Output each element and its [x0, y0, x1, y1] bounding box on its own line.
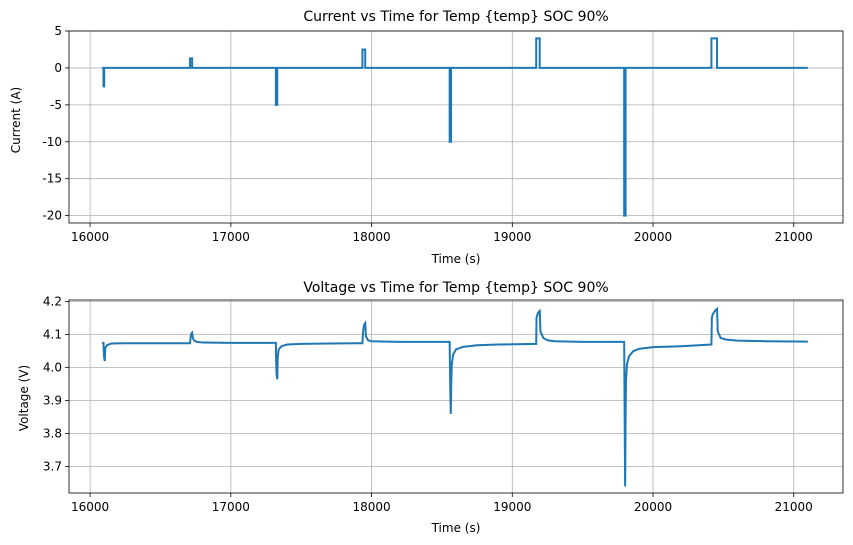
series-line	[102, 37, 808, 217]
y-tick-label: -10	[42, 135, 62, 149]
y-tick-label: -15	[42, 172, 62, 186]
y-tick-label: -20	[42, 209, 62, 223]
y-tick-label: 3.8	[43, 427, 62, 441]
voltage-chart: Voltage vs Time for Temp {temp} SOC 90% …	[17, 280, 844, 535]
x-tick-label: 19000	[493, 500, 531, 514]
x-tick-label: 21000	[775, 230, 813, 244]
chart-title: Voltage vs Time for Temp {temp} SOC 90%	[303, 280, 608, 296]
x-axis-label: Time (s)	[431, 252, 481, 266]
y-tick-label: 4.2	[43, 295, 62, 309]
series-layer	[102, 306, 808, 487]
x-tick-label: 17000	[212, 230, 250, 244]
axes-frame	[68, 299, 844, 494]
grid	[69, 300, 843, 493]
y-tick-label: 4.0	[43, 361, 62, 375]
y-tick-label: 3.9	[43, 394, 62, 408]
x-axis-label: Time (s)	[431, 521, 481, 535]
grid	[69, 30, 843, 223]
x-tick-label: 21000	[775, 500, 813, 514]
y-axis-label: Voltage (V)	[17, 365, 31, 431]
series-layer	[102, 37, 808, 217]
y-axis-label: Current (A)	[9, 87, 23, 153]
y-tick-label: 3.7	[43, 460, 62, 474]
axes-frame	[68, 30, 844, 224]
x-tick-label: 18000	[352, 500, 390, 514]
x-tick-label: 20000	[634, 230, 672, 244]
chart-title: Current vs Time for Temp {temp} SOC 90%	[303, 9, 608, 25]
x-tick-label: 17000	[212, 500, 250, 514]
ticks: 16000 17000 18000 19000 20000 21000 4.2 4.1 4.0 3…	[43, 295, 813, 514]
current-chart: Current vs Time for Temp {temp} SOC 90% …	[9, 9, 844, 266]
x-tick-label: 16000	[71, 500, 109, 514]
x-tick-label: 16000	[71, 230, 109, 244]
y-tick-label: 4.1	[43, 328, 62, 342]
y-tick-label: -5	[50, 98, 62, 112]
ticks: 16000 17000 18000 19000 20000 21000 5 0 -5 -10 -15…	[42, 24, 812, 244]
y-tick-label: 5	[54, 24, 62, 38]
x-tick-label: 18000	[352, 230, 390, 244]
series-line	[102, 306, 808, 487]
y-tick-label: 0	[54, 61, 62, 75]
x-tick-label: 20000	[634, 500, 672, 514]
x-tick-label: 19000	[493, 230, 531, 244]
